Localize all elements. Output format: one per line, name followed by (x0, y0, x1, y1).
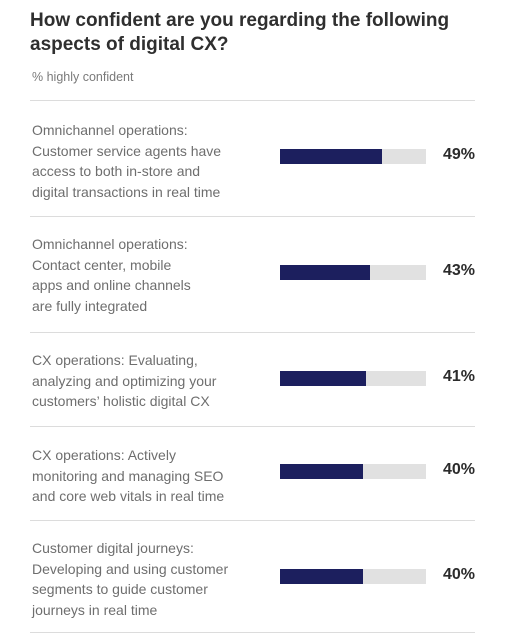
category-label-line: Developing and using customer (32, 560, 229, 577)
bar-row: CX operations: Actively monitoring and ma… (30, 427, 475, 521)
row-divider (30, 332, 475, 333)
bar (280, 569, 363, 584)
category-label: Customer digital journeys: Developing and… (32, 538, 270, 620)
row-divider (30, 632, 475, 633)
bar (280, 371, 366, 386)
category-label: Omnichannel operations: Contact center, m… (32, 234, 270, 316)
category-label-line: digital transactions in real time (32, 183, 221, 200)
row-divider (30, 426, 475, 427)
bar-track (280, 569, 426, 584)
category-label: CX operations: Actively monitoring and ma… (32, 445, 270, 507)
chart-title: How confident are you regarding the foll… (30, 10, 450, 55)
category-label-line: customers’ holistic digital CX (32, 393, 210, 409)
bar-track (280, 265, 426, 280)
category-label-line: segments to guide customer (32, 581, 208, 597)
bar-track (280, 149, 426, 164)
bar (280, 149, 382, 164)
category-label: Omnichannel operations: Customer service … (32, 120, 270, 202)
bar-row: Omnichannel operations: Contact center, m… (30, 217, 475, 333)
category-label-line: CX operations: Evaluating, (32, 352, 198, 368)
category-label-line: analyzing and optimizing your (32, 372, 217, 389)
category-label-line: Customer digital journeys: (32, 540, 194, 556)
value-label: 49% (442, 146, 475, 163)
row-divider (30, 520, 475, 521)
category-label-line: monitoring and managing SEO (32, 467, 224, 484)
row-divider (30, 216, 475, 217)
category-label-line: Contact center, mobile (32, 256, 172, 273)
category-label-line: journeys in real time (32, 601, 158, 618)
value-label: 40% (442, 461, 475, 478)
bar (280, 265, 370, 280)
bar (280, 464, 363, 479)
value-label: 41% (442, 368, 475, 385)
bar-track (280, 464, 426, 479)
category-label-line: Customer service agents have (32, 142, 222, 159)
value-label: 40% (442, 566, 475, 583)
bar-row: Customer digital journeys: Developing and… (30, 521, 475, 633)
category-label: CX operations: Evaluating, analyzing and … (32, 350, 270, 412)
bar-row: CX operations: Evaluating, analyzing and … (30, 333, 475, 427)
top-divider (30, 100, 475, 101)
category-label-line: apps and online channels (32, 277, 191, 293)
category-label-line: are fully integrated (32, 297, 148, 314)
category-label-line: Omnichannel operations: (32, 236, 188, 252)
bar-row: Omnichannel operations: Customer service … (30, 101, 475, 217)
value-label: 43% (442, 262, 475, 279)
bar-track (280, 371, 426, 386)
category-label-line: access to both in-store and (32, 163, 201, 179)
chart-subtitle: % highly confident (32, 70, 134, 84)
category-label-line: Omnichannel operations: (32, 122, 188, 138)
category-label-line: and core web vitals in real time (32, 488, 225, 504)
category-label-line: CX operations: Actively (32, 447, 176, 463)
